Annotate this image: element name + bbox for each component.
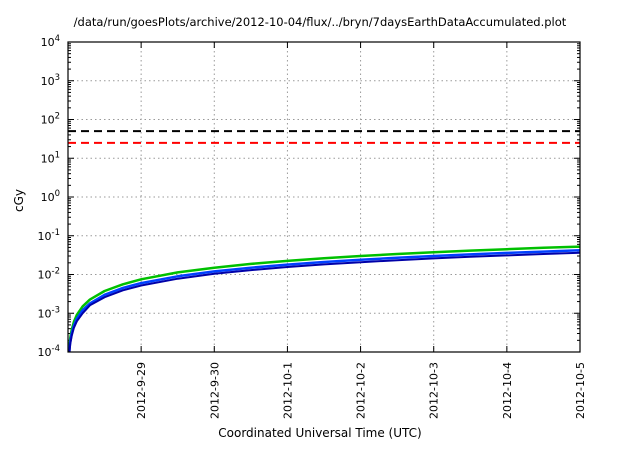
y-tick-label: 102 <box>41 112 60 127</box>
y-tick-label: 104 <box>41 34 60 49</box>
x-tick-label: 2012-9-29 <box>135 362 148 419</box>
x-axis-label: Coordinated Universal Time (UTC) <box>218 426 422 440</box>
plot-border <box>67 41 581 353</box>
x-tick-label: 2012-9-30 <box>208 362 221 419</box>
y-tick-label: 103 <box>41 73 60 88</box>
x-tick-label: 2012-10-5 <box>574 362 587 419</box>
y-tick-label: 10-2 <box>38 267 60 282</box>
y-tick-label: 101 <box>41 150 60 165</box>
dark-blue-accumulated-dose-line <box>68 251 580 352</box>
x-tick-label: 2012-10-1 <box>281 362 294 419</box>
y-tick-label: 10-3 <box>38 305 60 320</box>
x-tick-label: 2012-10-4 <box>501 362 514 419</box>
y-tick-label: 10-1 <box>38 228 60 243</box>
y-tick-label: 10-4 <box>38 344 60 359</box>
x-tick-label: 2012-10-3 <box>428 362 441 419</box>
y-tick-label: 100 <box>41 189 60 204</box>
y-axis-label: cGy <box>12 189 26 212</box>
plot-title: /data/run/goesPlots/archive/2012-10-04/f… <box>73 15 567 29</box>
x-tick-label: 2012-10-2 <box>355 362 368 419</box>
blue-accumulated-dose-line <box>68 249 580 352</box>
